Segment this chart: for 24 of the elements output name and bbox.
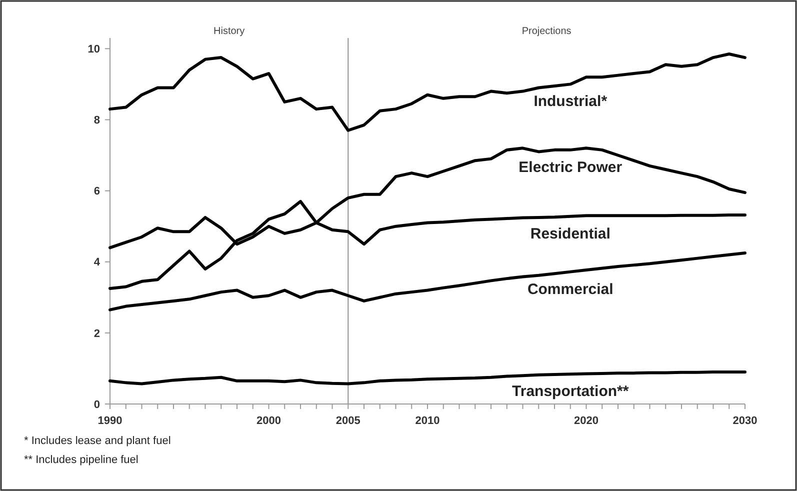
x-tick-label: 2000 — [256, 415, 281, 427]
y-tick-label: 2 — [94, 328, 100, 340]
line-series — [108, 52, 746, 132]
series-label: Commercial — [527, 280, 614, 298]
x-tick-label: 2030 — [732, 415, 758, 427]
line-series — [108, 370, 746, 386]
text: ** Includes pipeline fuel — [24, 454, 138, 466]
line-series — [108, 251, 746, 312]
series-label: Electric Power — [518, 158, 622, 176]
x-tick-label: 1990 — [98, 415, 122, 427]
x-tick-label: 2005 — [336, 415, 360, 427]
series-label: Transportation** — [512, 383, 629, 400]
text: History — [214, 26, 245, 37]
y-tick-label: 6 — [94, 186, 100, 198]
x-tick-label: 2020 — [574, 415, 598, 427]
y-tick-label: 4 — [94, 256, 101, 269]
series-label: Residential — [530, 225, 610, 242]
x-tick-label: 2010 — [415, 415, 440, 427]
y-tick-label: 0 — [94, 398, 100, 411]
text: Projections — [522, 26, 572, 37]
text: * Includes lease and plant fuel — [24, 435, 171, 447]
y-tick-label: 8 — [94, 114, 100, 127]
y-tick-label: 10 — [88, 44, 100, 56]
series-label: Industrial* — [534, 93, 608, 110]
